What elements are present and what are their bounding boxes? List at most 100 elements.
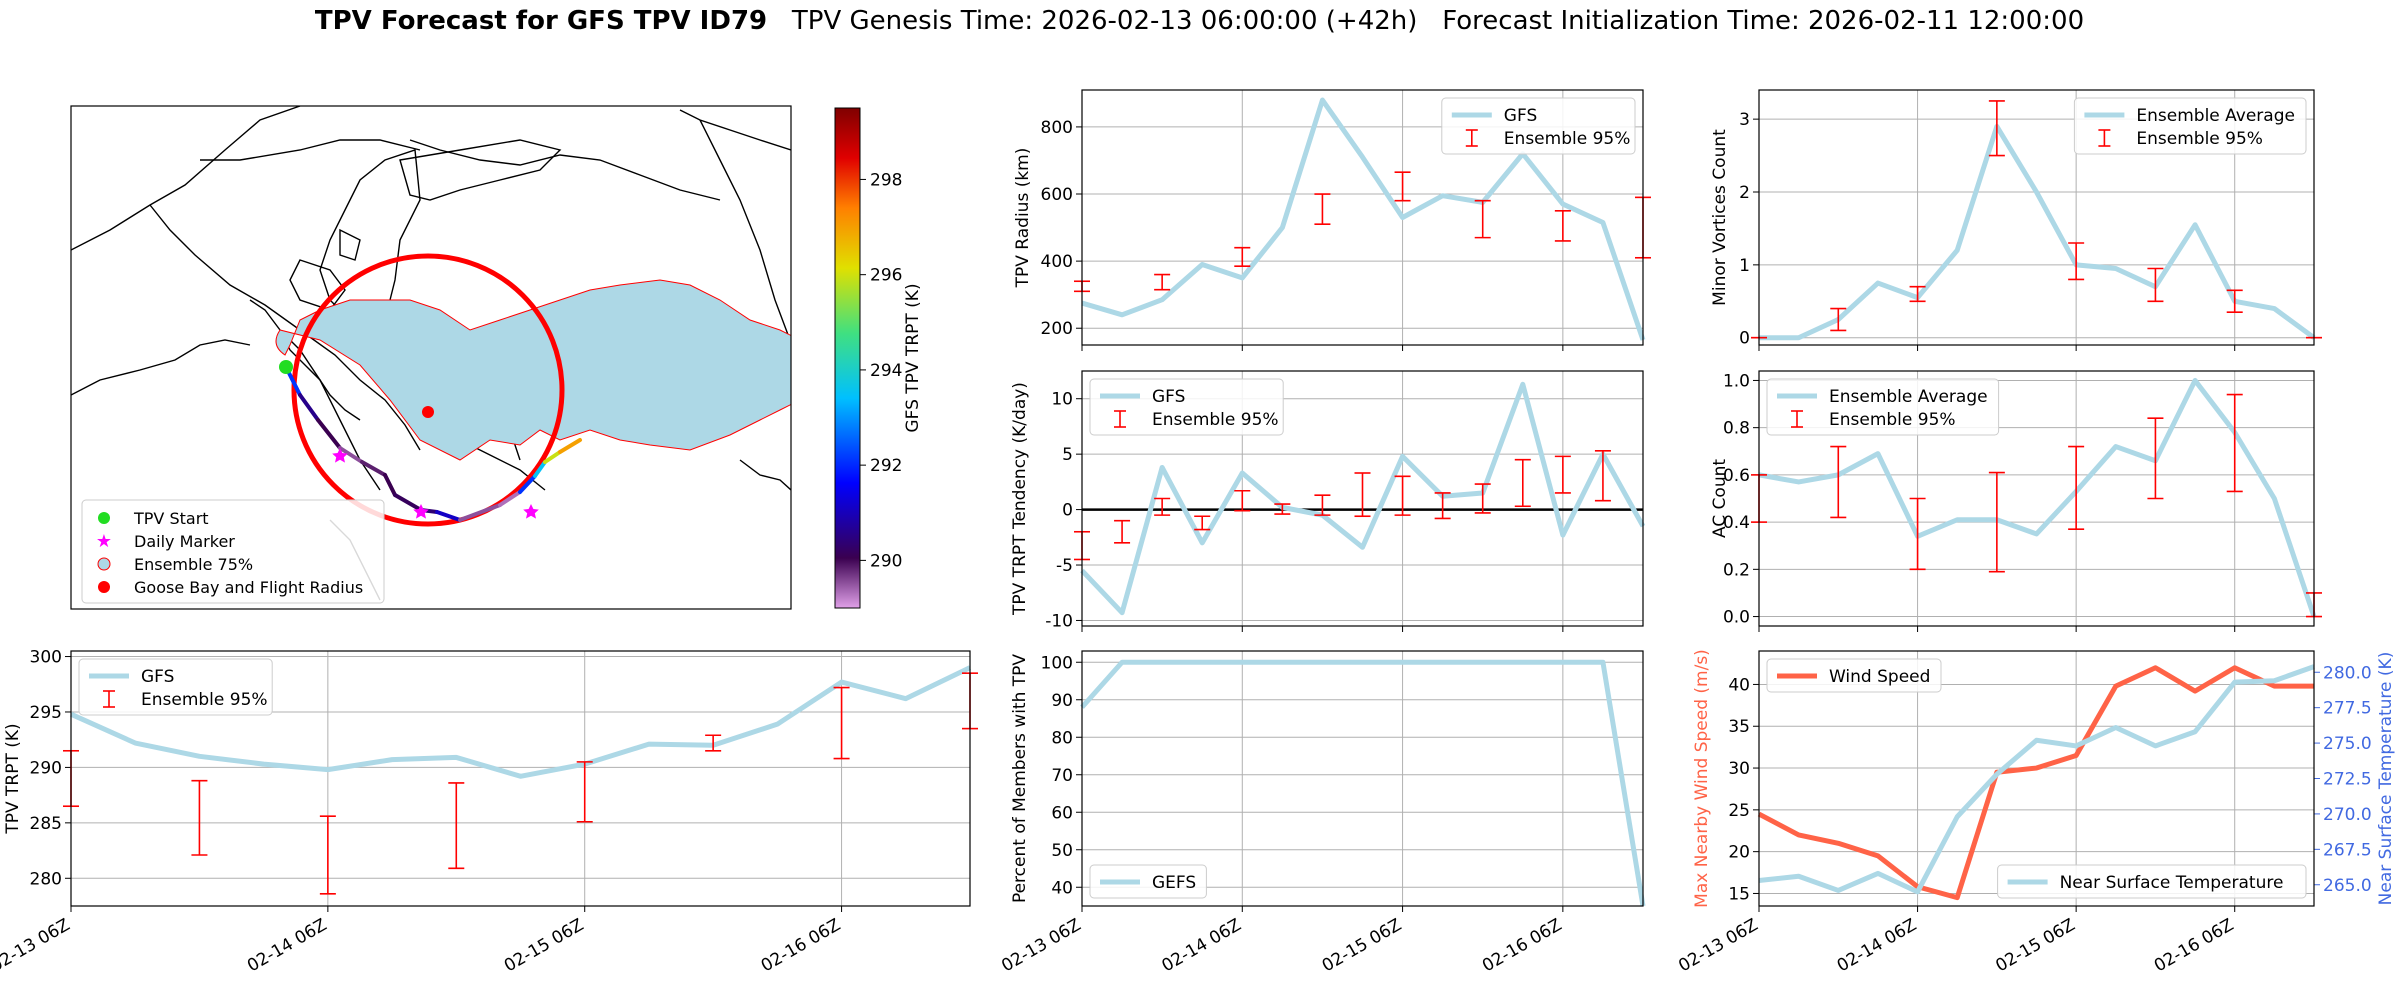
y-tick-label: 40 bbox=[1728, 675, 1750, 695]
axes-frame bbox=[1758, 89, 2315, 346]
y-tick-label: 20 bbox=[1728, 843, 1750, 863]
panel-wind: 15 20 25 30 35 40 02-13 06Z 02-14 06Z 02-15 06Z 0… bbox=[1675, 649, 2396, 976]
series-line-percent bbox=[1080, 659, 1646, 907]
error-bar bbox=[576, 761, 593, 823]
map-frame bbox=[70, 105, 792, 610]
y-tick-label: 0 bbox=[1062, 501, 1073, 521]
error-bar bbox=[2068, 242, 2085, 281]
y-tick-label: 0.0 bbox=[1723, 608, 1750, 628]
tpv-track bbox=[284, 365, 582, 522]
y-tick-label: 3 bbox=[1739, 110, 1750, 130]
series-line-wind bbox=[1757, 665, 2314, 901]
y-tick-label: 290 bbox=[30, 758, 62, 778]
flight-radius-circle bbox=[291, 253, 565, 527]
y-axis-label: TPV TRPT Tendency (K/day) bbox=[1010, 382, 1030, 616]
y-tick-label: 0.4 bbox=[1723, 513, 1750, 533]
y-tick-label: 100 bbox=[1041, 653, 1073, 673]
track-segment bbox=[558, 438, 582, 454]
x-tick-label: 02-15 06Z bbox=[501, 915, 587, 976]
legend-minor: Ensemble Average Ensemble 95% bbox=[2073, 97, 2307, 155]
colorbar-label: GFS TPV TRPT (K) bbox=[903, 283, 923, 432]
error-bar bbox=[833, 686, 850, 760]
y-axis-label: Max Nearby Wind Speed (m/s) bbox=[1692, 649, 1712, 908]
y-tick-label: 295 bbox=[30, 703, 62, 723]
legend-radius: GFS Ensemble 95% bbox=[1441, 97, 1636, 155]
legend-label: Near Surface Temperature bbox=[2060, 873, 2284, 893]
panel-ac: 0.0 0.2 0.4 0.6 0.8 1.0 AC Count Ensemble Avera… bbox=[1710, 370, 2322, 632]
track-segment bbox=[383, 473, 397, 497]
track-segment bbox=[298, 393, 320, 422]
error-bar bbox=[1594, 450, 1611, 502]
series-line-ac bbox=[1758, 377, 2317, 618]
error-bar bbox=[1234, 246, 1251, 267]
y-tick-label: 40 bbox=[1051, 878, 1073, 898]
y-tick-label: 0.6 bbox=[1723, 466, 1750, 486]
legend-box bbox=[2073, 97, 2307, 155]
legend-start-icon bbox=[98, 512, 110, 524]
panel-percent: 40 50 60 70 80 90 100 02-13 06Z 02-14 06Z 02-15 0… bbox=[998, 650, 1646, 976]
error-bar bbox=[1394, 171, 1411, 202]
y-tick-label: 0 bbox=[1739, 329, 1750, 349]
legend-ac: Ensemble Average Ensemble 95% bbox=[1766, 378, 2000, 436]
legend-label: Ensemble Average bbox=[2136, 106, 2295, 126]
error-bar bbox=[448, 782, 465, 870]
legend-trpt: GFS Ensemble 95% bbox=[78, 658, 273, 716]
axes-frame bbox=[1081, 89, 1644, 346]
daily-marker bbox=[332, 448, 348, 463]
x-tick-label: 02-14 06Z bbox=[244, 915, 330, 976]
error-bar bbox=[1988, 100, 2005, 157]
x-tick-label: 02-14 06Z bbox=[1158, 915, 1244, 976]
legend-box bbox=[78, 658, 273, 716]
y-axis-label: AC Count bbox=[1710, 459, 1730, 538]
error-bar bbox=[1394, 475, 1411, 516]
track-segment bbox=[435, 510, 462, 522]
legend-label: Goose Bay and Flight Radius bbox=[134, 578, 363, 597]
colorbar-ticks: 290 292 294 296 298 bbox=[860, 170, 902, 571]
ensemble-75-region bbox=[275, 279, 791, 461]
daily-markers bbox=[332, 448, 539, 519]
error-bar bbox=[319, 815, 336, 895]
y2-tick-label: 270.0 bbox=[2323, 805, 2372, 825]
axes-frame bbox=[1758, 650, 2315, 907]
y-tick-label: 200 bbox=[1041, 319, 1073, 339]
colorbar-tick-label: 296 bbox=[870, 266, 902, 286]
colorbar-tick-label: 294 bbox=[870, 361, 902, 381]
legend-label: Wind Speed bbox=[1829, 667, 1930, 687]
legend-star-icon: ★ bbox=[96, 531, 112, 552]
y-tick-label: 2 bbox=[1739, 183, 1750, 203]
y-tick-label: 70 bbox=[1051, 766, 1073, 786]
legend-box bbox=[1089, 378, 1284, 436]
legend-label: Ensemble 95% bbox=[2136, 129, 2263, 149]
error-bar bbox=[1154, 273, 1171, 291]
error-bar bbox=[1234, 489, 1251, 512]
axes-frame bbox=[1081, 650, 1644, 907]
error-bar bbox=[1114, 519, 1131, 544]
axes-frame bbox=[1758, 370, 2315, 627]
x-tick-label: 02-16 06Z bbox=[1479, 915, 1565, 976]
track-segment bbox=[518, 474, 537, 494]
error-bar bbox=[1354, 472, 1371, 518]
error-bar bbox=[1909, 497, 1926, 571]
y-tick-label: 5 bbox=[1062, 445, 1073, 465]
y2-tick-label: 272.5 bbox=[2323, 770, 2372, 790]
legend-label: Ensemble 95% bbox=[1829, 410, 1956, 430]
legend-label: TPV Start bbox=[133, 509, 209, 528]
y-tick-label: 30 bbox=[1728, 759, 1750, 779]
track-segment bbox=[533, 460, 547, 478]
y-tick-label: 10 bbox=[1051, 390, 1073, 410]
legend-box bbox=[1766, 378, 2000, 436]
error-bar bbox=[1830, 445, 1847, 519]
y-tick-label: 285 bbox=[30, 814, 62, 834]
error-bar bbox=[1314, 193, 1331, 226]
map-panel: TPV Start ★ Daily Marker Ensemble 75% Go… bbox=[70, 105, 923, 610]
colorbar bbox=[834, 107, 861, 609]
legend-label: GEFS bbox=[1152, 873, 1196, 893]
y2-tick-label: 265.0 bbox=[2323, 876, 2372, 896]
track-segment bbox=[458, 503, 502, 522]
legend-label: Daily Marker bbox=[134, 532, 235, 551]
colorbar-tick-label: 290 bbox=[870, 551, 902, 571]
track-segment bbox=[338, 446, 364, 464]
x-tick-label: 02-14 06Z bbox=[1834, 915, 1920, 976]
figure-header: TPV Forecast for GFS TPV ID79 TPV Genesi… bbox=[0, 6, 2399, 36]
legend-label: Ensemble 95% bbox=[141, 690, 268, 710]
